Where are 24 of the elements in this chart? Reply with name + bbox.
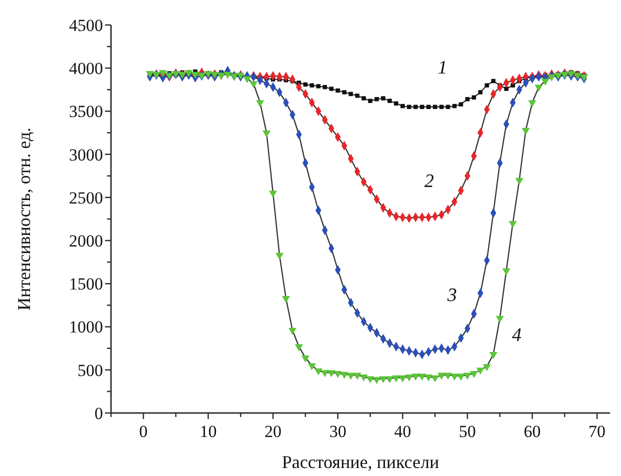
series-label: 3	[446, 285, 457, 306]
y-tick-label: 2000	[69, 232, 103, 251]
x-tick-label: 70	[588, 422, 606, 441]
y-axis-title: Интенсивность, отн. ед.	[14, 127, 34, 311]
series-label: 1	[438, 58, 448, 79]
y-tick-label: 4500	[69, 16, 103, 35]
y-tick-label: 4000	[69, 59, 103, 78]
y-tick-label: 1000	[69, 318, 103, 337]
y-tick-label: 1500	[69, 274, 103, 294]
x-tick-label: 50	[458, 422, 476, 441]
series-label: 4	[512, 325, 522, 346]
x-tick-label: 40	[394, 422, 412, 441]
x-axis-title: Расстояние, пиксели	[282, 452, 440, 472]
y-tick-label: 2500	[69, 188, 103, 208]
y-tick-label: 3500	[69, 102, 103, 122]
x-tick-label: 30	[329, 422, 346, 441]
x-tick-label: 60	[524, 422, 541, 441]
y-tick-label: 3000	[69, 145, 103, 164]
x-tick-label: 20	[264, 422, 282, 441]
y-tick-label: 0	[94, 404, 103, 423]
x-tick-label: 10	[200, 422, 217, 441]
y-tick-label: 500	[78, 360, 103, 380]
x-tick-label: 0	[139, 422, 148, 441]
series-label: 2	[424, 170, 434, 192]
